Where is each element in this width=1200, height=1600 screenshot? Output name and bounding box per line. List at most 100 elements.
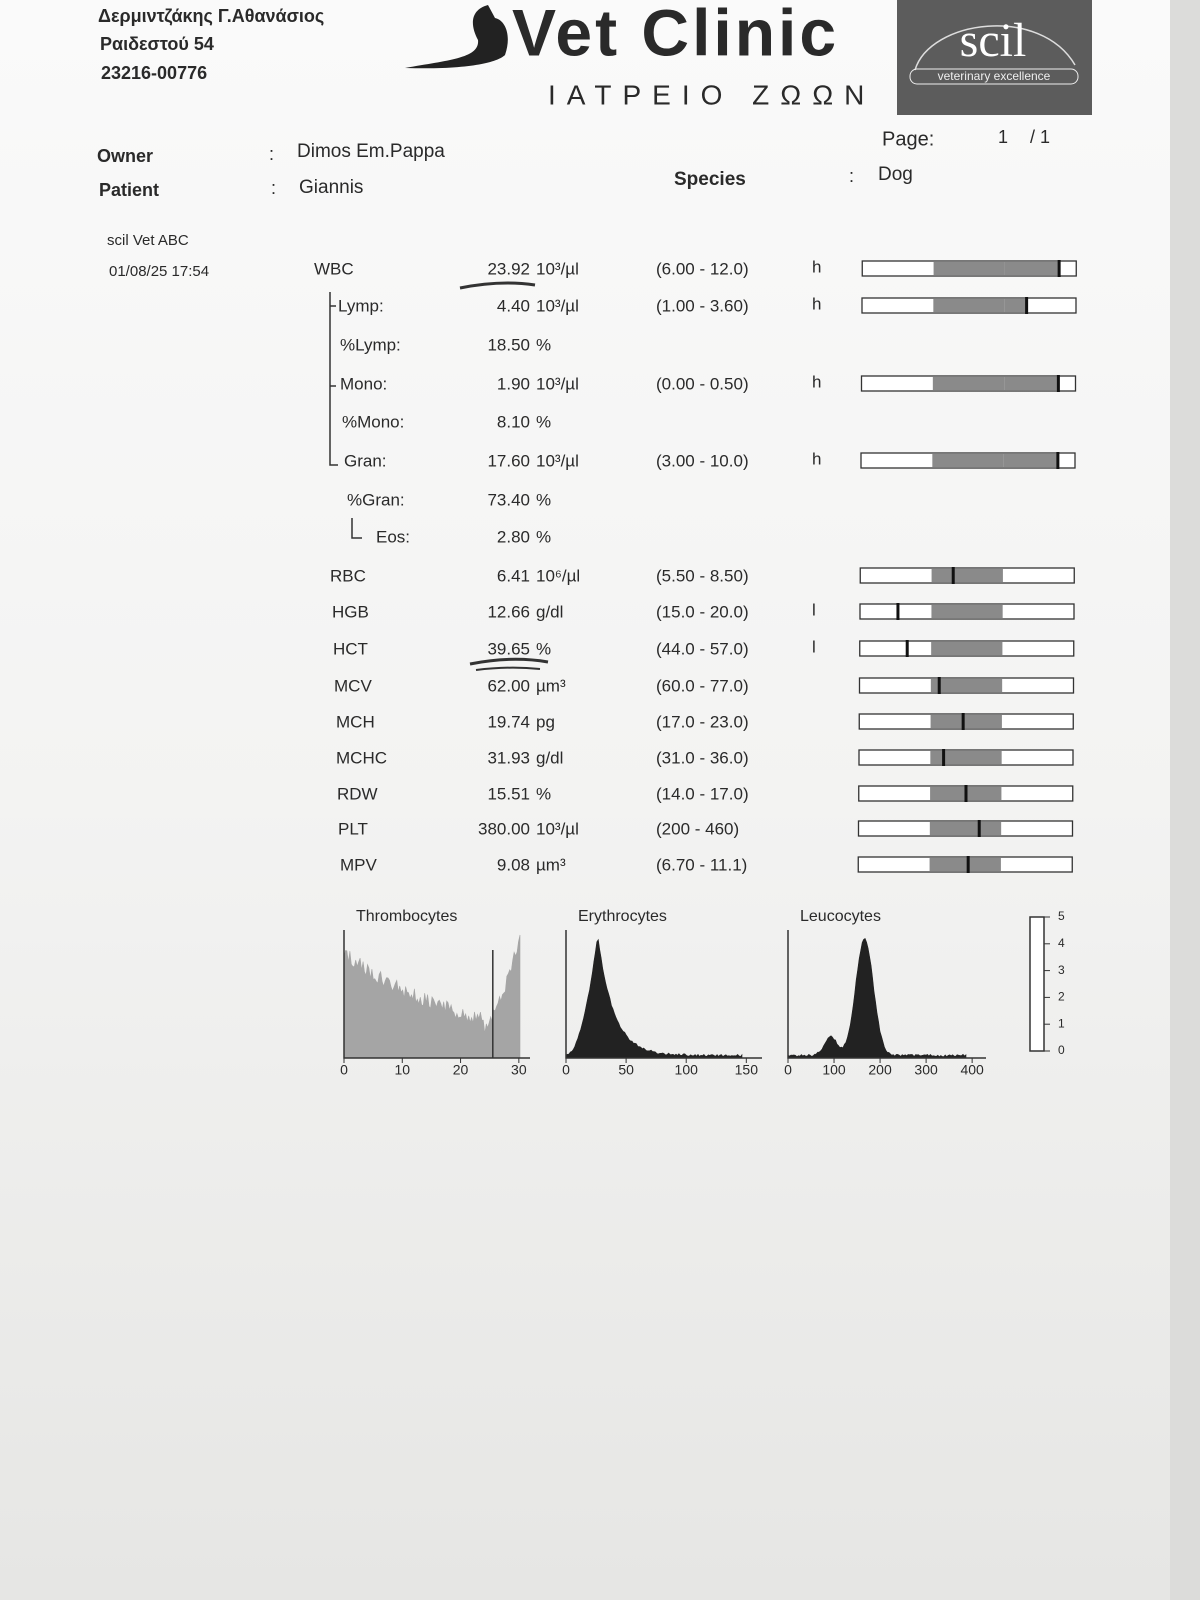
result-value: 31.93 <box>487 748 530 767</box>
paper-edge <box>1170 0 1200 1600</box>
analyte-name: MCH <box>336 712 375 731</box>
result-value: 4.40 <box>497 296 530 315</box>
scale-tick-label: 1 <box>1058 1016 1065 1030</box>
flag: h <box>812 372 821 391</box>
result-value: 9.08 <box>497 855 530 874</box>
histogram-tick-label: 30 <box>511 1062 527 1078</box>
analyte-name: RBC <box>330 566 366 585</box>
result-value: 73.40 <box>487 490 530 509</box>
histogram-title: Leucocytes <box>800 908 881 925</box>
reference-range: (5.50 - 8.50) <box>656 566 749 585</box>
normal-zone <box>934 262 1005 275</box>
result-value: 12.66 <box>487 602 530 621</box>
value-marker <box>978 820 981 837</box>
value-marker <box>906 640 909 657</box>
scale-tick-label: 2 <box>1058 990 1065 1004</box>
logo-subtitle: ΙΑΤΡΕΙΟ ΖΩΩΝ <box>548 79 875 110</box>
result-value: 15.51 <box>487 784 530 803</box>
flag: h <box>812 257 821 276</box>
histogram-tick-label: 100 <box>675 1062 699 1078</box>
out-of-range-zone <box>1004 377 1058 390</box>
normal-zone <box>930 751 1001 764</box>
analyte-name: Lymp: <box>338 296 384 315</box>
reference-range: (6.70 - 11.1) <box>656 855 747 874</box>
normal-zone <box>931 715 1002 728</box>
address-line: 23216-00776 <box>101 63 207 83</box>
result-value: 8.10 <box>497 412 530 431</box>
species-value: Dog <box>878 164 913 185</box>
normal-zone <box>933 299 1004 312</box>
reference-range: (44.0 - 57.0) <box>656 639 749 658</box>
analyte-name: RDW <box>337 784 378 803</box>
badge-tagline: veterinary excellence <box>938 69 1051 83</box>
reference-range: (0.00 - 0.50) <box>656 374 749 393</box>
result-value: 19.74 <box>487 712 530 731</box>
page-current: 1 <box>998 127 1008 147</box>
result-unit: 10³/µl <box>536 819 579 838</box>
value-marker <box>896 603 899 620</box>
reference-range: (15.0 - 20.0) <box>656 602 749 621</box>
normal-zone <box>932 454 1003 467</box>
histogram-tick-label: 200 <box>868 1062 892 1078</box>
histogram-tick-label: 10 <box>394 1062 410 1078</box>
scale-tick-label: 3 <box>1058 963 1065 977</box>
report: Δερμιντζάκης Γ.Αθανάσιος Ραιδεστού 54 23… <box>0 0 1200 1600</box>
reference-range: (14.0 - 17.0) <box>656 784 749 803</box>
value-marker <box>1025 297 1028 314</box>
separator: : <box>269 144 274 164</box>
analyte-name: WBC <box>314 259 354 278</box>
normal-zone <box>931 605 1002 618</box>
reference-range: (60.0 - 77.0) <box>656 676 749 695</box>
page: Δερμιντζάκης Γ.Αθανάσιος Ραιδεστού 54 23… <box>0 0 1200 1600</box>
normal-zone <box>930 858 1001 871</box>
out-of-range-zone <box>1004 454 1058 467</box>
histogram-tick-label: 20 <box>453 1062 469 1078</box>
analyte-name: MCHC <box>336 748 387 767</box>
out-of-range-zone <box>1005 299 1027 312</box>
reference-range: (17.0 - 23.0) <box>656 712 749 731</box>
result-value: 62.00 <box>487 676 530 695</box>
analyte-name: %Gran: <box>347 490 405 509</box>
separator: : <box>271 178 276 198</box>
result-unit: 10⁶/µl <box>536 566 580 585</box>
reference-range: (6.00 - 12.0) <box>656 259 749 278</box>
value-marker <box>938 677 941 694</box>
result-unit: 10³/µl <box>536 259 579 278</box>
flag: l <box>812 637 816 656</box>
histogram-tick-label: 400 <box>960 1062 984 1078</box>
analyte-name: HGB <box>332 602 369 621</box>
histogram-tick-label: 100 <box>822 1062 846 1078</box>
normal-zone <box>930 822 1001 835</box>
result-value: 18.50 <box>487 335 530 354</box>
analyte-name: Mono: <box>340 374 387 393</box>
analyte-name: PLT <box>338 819 368 838</box>
result-value: 2.80 <box>497 527 530 546</box>
result-unit: % <box>536 490 551 509</box>
value-marker <box>1057 375 1060 392</box>
result-value: 17.60 <box>487 451 530 470</box>
owner-label: Owner <box>97 146 153 166</box>
species-label: Species <box>674 169 746 190</box>
reference-range: (1.00 - 3.60) <box>656 296 749 315</box>
badge-name: scil <box>960 14 1027 67</box>
reference-range: (200 - 460) <box>656 819 739 838</box>
out-of-range-zone <box>907 642 931 655</box>
value-marker <box>964 785 967 802</box>
scale-tick-label: 0 <box>1058 1043 1065 1057</box>
reference-range: (31.0 - 36.0) <box>656 748 749 767</box>
result-unit: % <box>536 412 551 431</box>
value-marker <box>1058 260 1061 277</box>
flag: h <box>812 294 821 313</box>
histogram-tick-label: 300 <box>914 1062 938 1078</box>
histogram-title: Erythrocytes <box>578 908 667 925</box>
patient-value: Giannis <box>299 177 363 198</box>
address-line: Δερμιντζάκης Γ.Αθανάσιος <box>98 6 324 27</box>
value-marker <box>942 749 945 766</box>
address-line: Ραιδεστού 54 <box>100 34 214 54</box>
value-marker <box>1056 452 1059 469</box>
timestamp: 01/08/25 17:54 <box>109 263 209 280</box>
result-unit: µm³ <box>536 676 566 695</box>
normal-zone <box>933 377 1004 390</box>
result-unit: pg <box>536 712 555 731</box>
analyte-name: Eos: <box>376 527 410 546</box>
